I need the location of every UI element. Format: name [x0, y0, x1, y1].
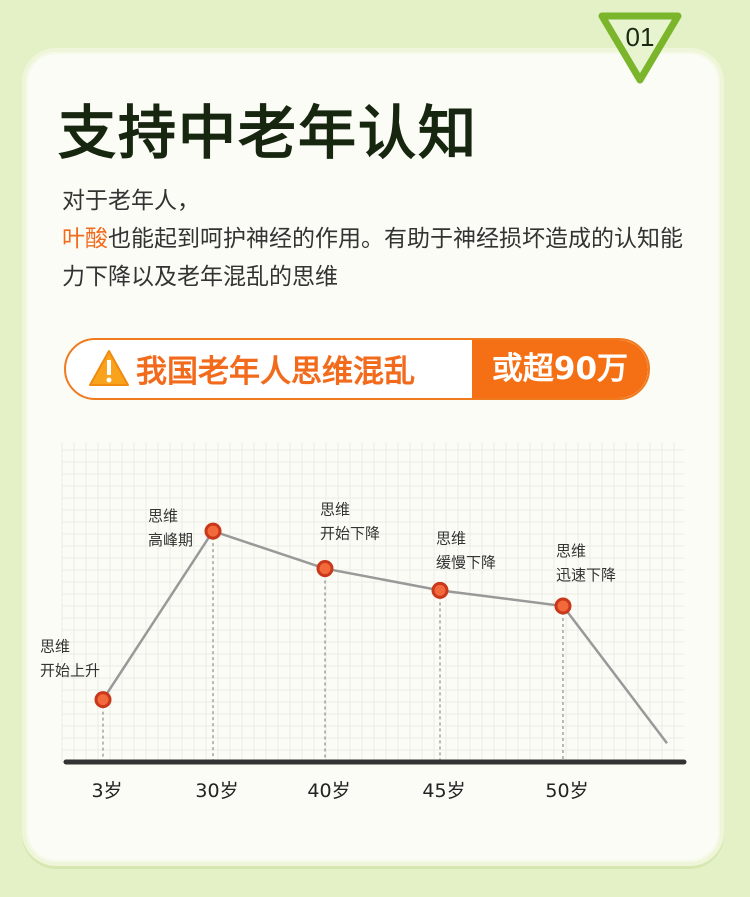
x-tick-label: 45岁 [422, 780, 465, 802]
point-annotation: 迅速下降 [556, 566, 616, 584]
content-card [22, 48, 724, 866]
point-annotation: 思维 [40, 638, 70, 656]
section-number: 01 [625, 22, 655, 52]
data-point [316, 560, 334, 578]
x-tick-label: 3岁 [91, 780, 122, 802]
point-annotation: 思维 [436, 529, 466, 547]
data-point [94, 691, 112, 709]
warning-icon [89, 350, 129, 386]
point-annotation: 高峰期 [148, 531, 193, 549]
x-tick-label: 50岁 [545, 780, 588, 802]
data-point [554, 597, 572, 615]
description-line1: 对于老年人， [62, 188, 200, 214]
point-annotation: 思维 [556, 542, 586, 560]
data-point [204, 522, 222, 540]
badge-triangle-icon [598, 12, 682, 84]
point-annotation: 思维 [320, 501, 350, 519]
description-body: 也能起到呵护神经的作用。有助于神经损坏造成的认知能力下降以及老年混乱的思维 [62, 226, 683, 290]
stat-banner: 我国老年人思维混乱 或超90万 [64, 338, 650, 400]
x-tick-label: 30岁 [195, 780, 238, 802]
point-annotation: 缓慢下降 [436, 553, 496, 571]
banner-text: 我国老年人思维混乱 [136, 354, 415, 390]
point-annotation: 开始上升 [40, 662, 100, 680]
point-annotation: 开始下降 [320, 525, 380, 543]
banner-stat: 或超90万 [472, 340, 648, 398]
highlight-text: 叶酸 [62, 226, 108, 252]
series-line [101, 529, 668, 745]
x-tick-label: 40岁 [307, 780, 350, 802]
point-annotation: 思维 [148, 507, 178, 525]
page-title: 支持中老年认知 [58, 99, 479, 167]
data-point [431, 581, 449, 599]
description: 对于老年人， 叶酸也能起到呵护神经的作用。有助于神经损坏造成的认知能力下降以及老… [62, 182, 692, 296]
